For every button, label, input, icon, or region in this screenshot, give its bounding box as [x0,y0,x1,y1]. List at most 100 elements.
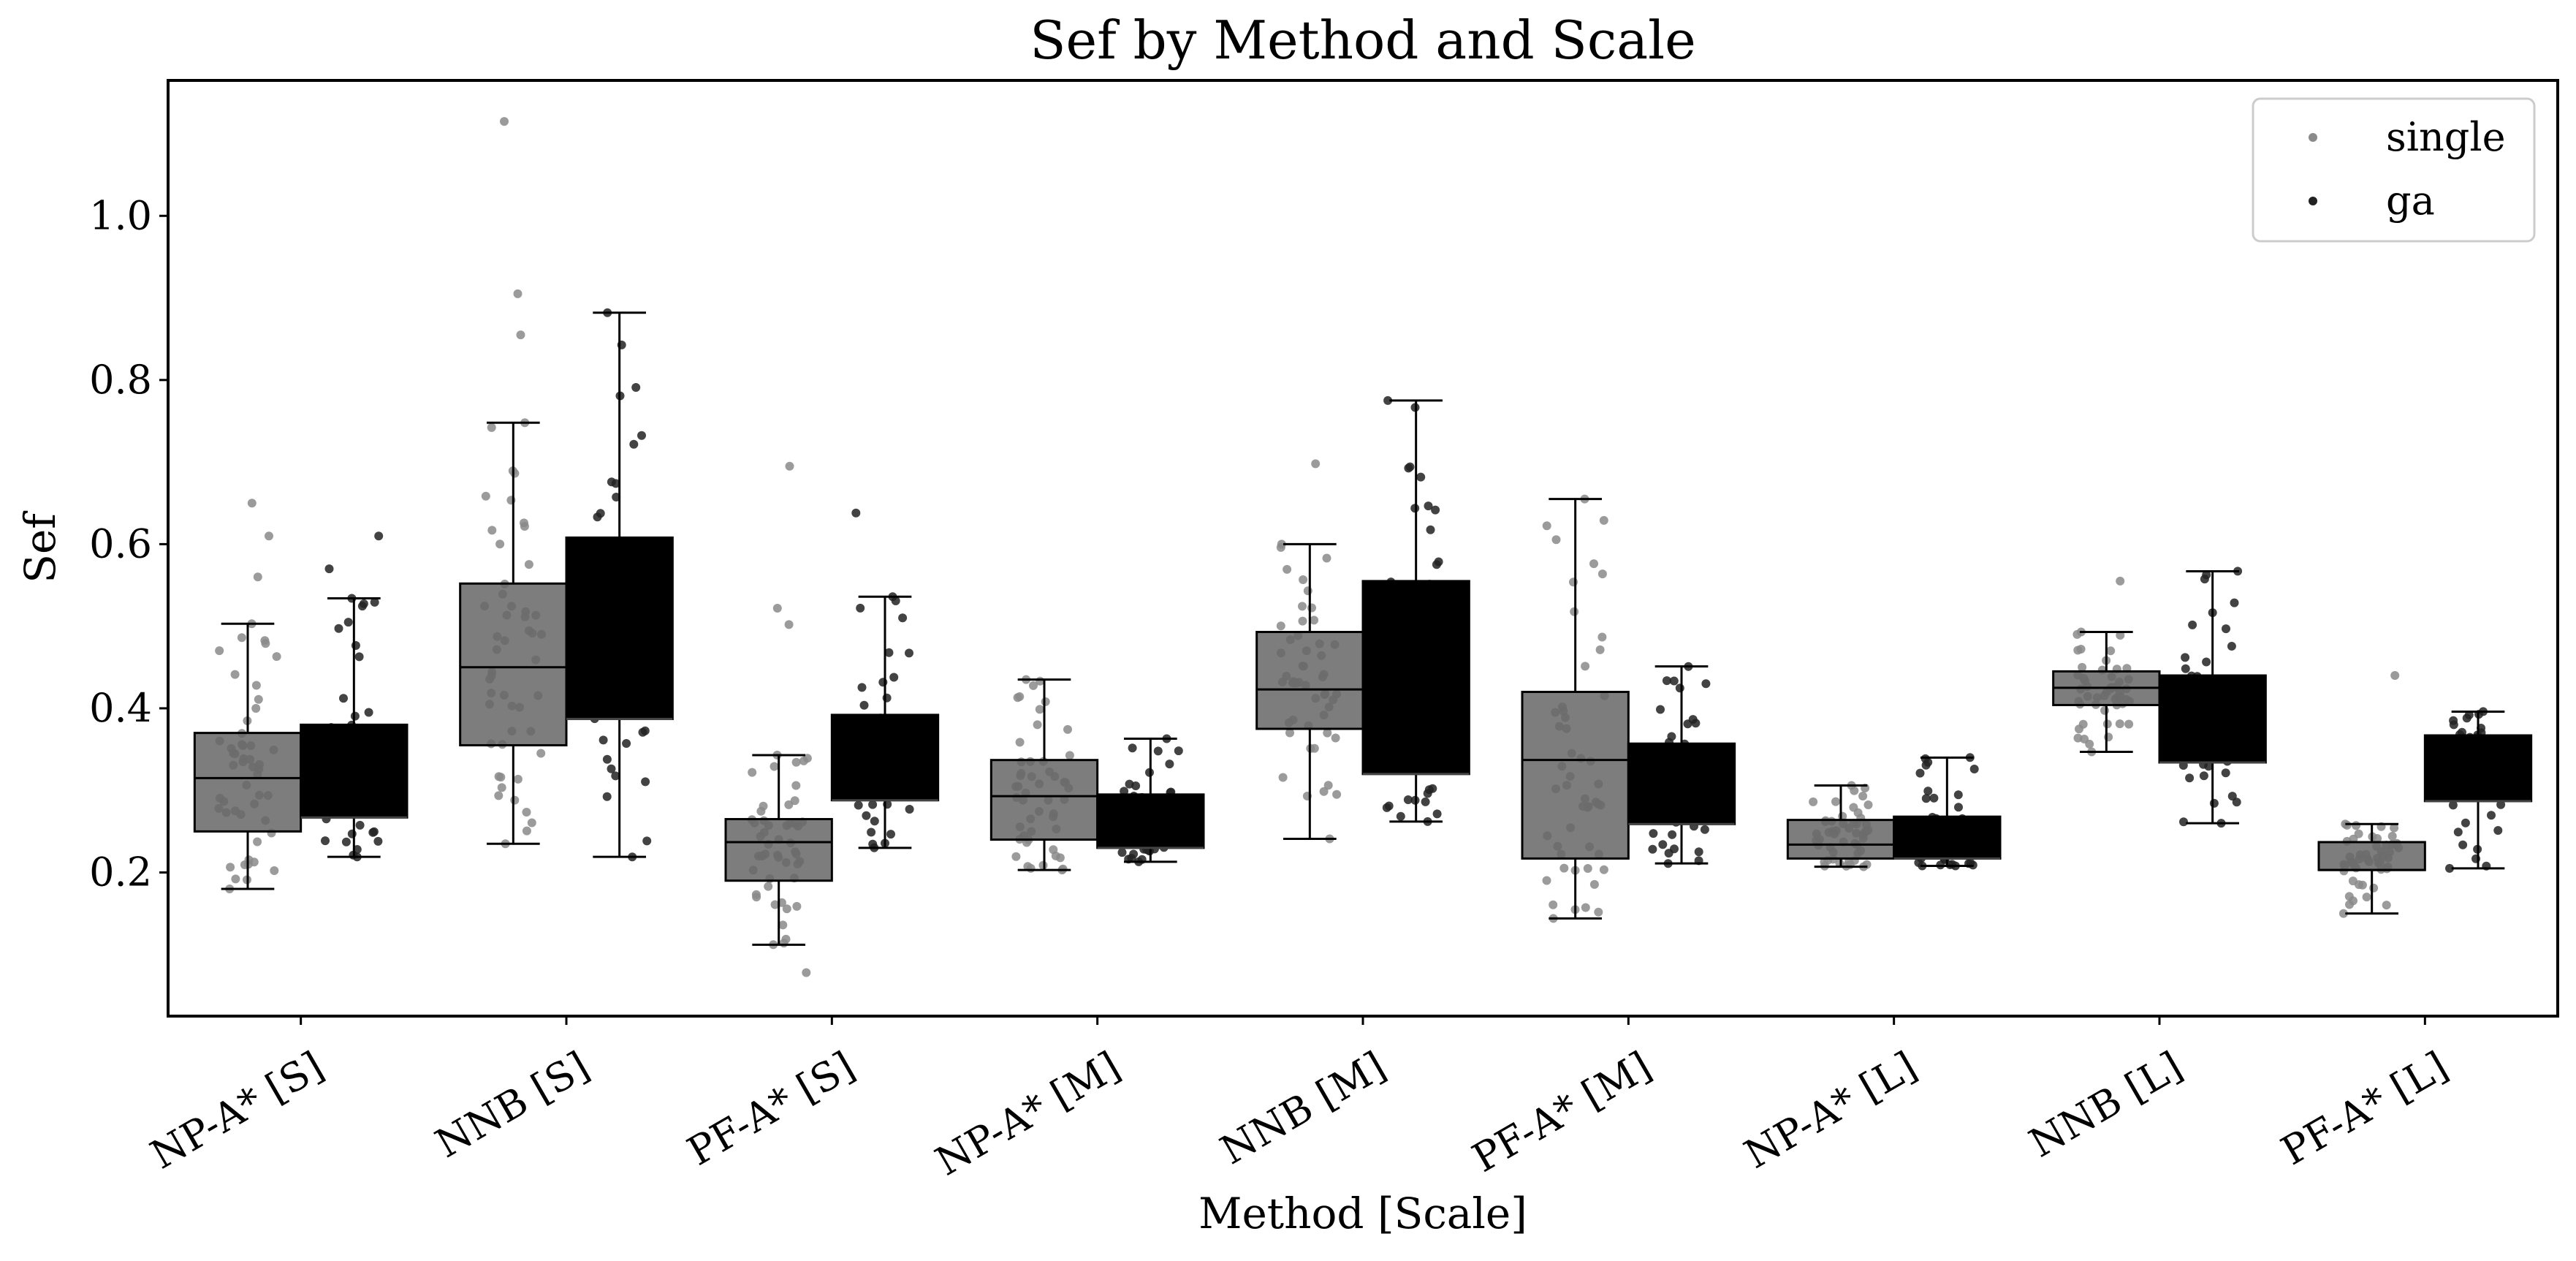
data-point-ga-0-40 [370,597,379,607]
data-point-single-1-32 [522,826,531,836]
data-point-single-7-35 [2100,705,2110,715]
data-point-single-5-28 [1549,900,1558,909]
data-point-ga-6-46 [1923,787,1933,796]
data-point-single-4-33 [1319,787,1329,796]
data-point-single-1-50 [516,330,525,340]
data-point-single-0-39 [251,704,261,713]
data-point-ga-7-39 [2230,598,2239,607]
chart-title: Sef by Method and Scale [1030,10,1696,71]
data-point-single-5-30 [1589,879,1599,889]
data-point-ga-0-36 [369,827,379,836]
data-point-ga-1-35 [638,727,647,737]
box-ga-6 [1893,815,2002,860]
box-ga-0 [300,723,409,819]
data-point-single-2-46 [784,800,794,809]
data-point-ga-0-46 [364,708,373,717]
data-point-ga-6-42 [1929,793,1939,803]
data-point-single-1-42 [487,526,497,535]
legend-marker-ga [2309,197,2317,205]
data-point-single-1-37 [522,808,531,817]
data-point-single-4-44 [1310,616,1319,625]
data-point-single-5-40 [1581,662,1590,671]
data-point-ga-0-38 [334,624,343,633]
data-point-ga-3-35 [1129,849,1139,859]
data-point-single-5-36 [1599,865,1608,874]
data-point-ga-7-38 [2181,664,2190,673]
data-point-single-0-38 [215,646,224,656]
data-point-single-0-43 [254,694,263,704]
data-point-single-5-32 [1583,864,1592,873]
data-point-ga-2-35 [862,811,871,820]
data-point-ga-7-30 [2185,773,2195,783]
data-point-ga-2-34 [905,805,914,814]
data-point-single-7-50 [2116,576,2125,586]
data-point-single-1-35 [496,773,506,782]
data-point-single-3-37 [1026,863,1036,873]
data-point-ga-4-43 [1434,557,1443,567]
data-point-ga-7-46 [2222,624,2230,634]
data-point-ga-7-35 [2179,817,2188,827]
data-point-ga-1-28 [599,735,608,745]
data-point-ga-0-32 [355,820,365,830]
data-point-ga-1-38 [629,439,639,449]
data-point-single-5-46 [1542,521,1551,531]
data-point-single-5-39 [1551,535,1561,545]
box-single-6 [1786,819,1896,860]
data-point-ga-7-44 [2188,620,2197,629]
data-point-ga-5-45 [1662,676,1671,686]
data-point-ga-2-40 [857,683,867,692]
data-point-single-2-50 [802,968,811,977]
data-point-ga-4-46 [1404,463,1413,473]
box-single-2 [724,818,833,882]
data-point-single-4-49 [1277,539,1286,549]
data-point-single-2-51 [784,620,794,629]
data-point-single-2-32 [782,904,791,914]
data-point-single-3-39 [1033,720,1042,730]
data-point-single-4-42 [1298,602,1307,611]
data-point-ga-2-30 [854,800,863,810]
data-point-ga-3-38 [1128,743,1137,753]
data-point-ga-7-40 [2181,653,2190,662]
data-point-single-3-47 [1065,751,1074,760]
data-point-single-7-41 [2078,662,2087,672]
data-point-single-7-36 [2085,739,2094,749]
data-point-single-1-45 [487,423,496,432]
data-point-single-4-34 [1310,743,1319,753]
data-point-ga-5-37 [1664,849,1673,858]
data-point-single-2-42 [791,781,801,790]
legend-label-single: single [2386,114,2506,160]
data-point-single-0-52 [247,499,257,508]
data-point-ga-0-30 [347,829,357,838]
data-point-single-6-45 [1858,792,1868,800]
data-point-ga-7-33 [2227,792,2237,801]
data-point-ga-0-50 [324,564,334,574]
data-point-ga-5-41 [1656,705,1665,714]
data-point-ga-3-40 [1153,746,1163,756]
data-point-single-2-39 [770,762,779,771]
data-point-ga-3-30 [1117,848,1127,857]
y-tick-label-4: 1.0 [89,192,152,238]
data-point-single-8-49 [2341,819,2350,829]
data-point-ga-2-41 [859,700,869,710]
data-point-single-2-52 [772,604,782,613]
data-point-ga-8-45 [2464,711,2474,719]
data-point-ga-6-39 [1921,794,1931,803]
data-point-single-1-40 [520,518,528,528]
data-point-ga-6-44 [1954,803,1963,812]
data-point-ga-1-46 [593,512,602,522]
data-point-ga-7-34 [2209,798,2219,808]
data-point-single-8-37 [2355,880,2363,890]
data-point-single-1-36 [510,795,520,805]
data-point-single-0-30 [253,837,262,847]
data-point-single-4-36 [1331,733,1340,743]
data-point-ga-3-47 [1165,760,1174,769]
data-point-single-1-34 [527,818,536,828]
data-point-ga-0-47 [354,652,364,662]
data-point-ga-2-46 [905,648,913,658]
data-point-ga-6-43 [1969,765,1979,773]
data-point-ga-4-49 [1383,395,1393,405]
box-single-3 [989,759,1099,841]
box-ga-2 [830,713,940,802]
data-point-single-1-52 [500,117,509,126]
